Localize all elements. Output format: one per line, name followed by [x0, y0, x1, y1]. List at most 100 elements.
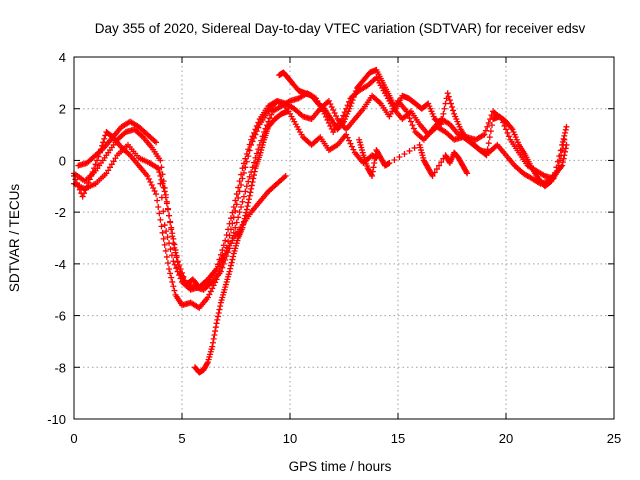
data-point [158, 194, 165, 201]
data-point [327, 122, 334, 129]
data-point [157, 180, 164, 187]
data-point [245, 199, 252, 206]
data-point [220, 242, 227, 249]
data-point [485, 119, 492, 126]
data-point [243, 183, 250, 190]
data-point [100, 139, 107, 146]
data-point [445, 93, 452, 100]
data-point [351, 91, 358, 98]
series-track-5 [191, 108, 291, 376]
data-point [558, 152, 565, 159]
data-point [213, 320, 220, 327]
data-marks [71, 66, 570, 376]
data-point [239, 198, 246, 205]
data-point [344, 134, 351, 141]
series-track-4 [71, 126, 289, 291]
data-point [239, 224, 246, 231]
data-point [371, 160, 378, 167]
data-point [232, 197, 239, 204]
data-point [215, 309, 222, 316]
data-point [150, 185, 157, 192]
data-point [160, 178, 167, 185]
data-point [164, 234, 171, 241]
data-point [162, 247, 169, 254]
data-point [81, 190, 88, 197]
data-point [236, 209, 243, 216]
data-point [481, 131, 488, 138]
data-point [268, 111, 275, 118]
data-point [249, 164, 256, 171]
data-point [157, 216, 164, 223]
data-point [217, 251, 224, 258]
data-point [246, 147, 253, 154]
data-point [391, 156, 398, 163]
data-point [206, 291, 213, 298]
data-point [508, 125, 515, 132]
data-point [242, 164, 249, 171]
data-point [157, 157, 164, 164]
data-point [401, 150, 408, 157]
data-point [325, 97, 332, 104]
data-point [560, 141, 567, 148]
data-point [170, 283, 177, 290]
x-tick-label: 20 [499, 431, 513, 446]
data-point [266, 115, 273, 122]
data-point [350, 94, 357, 101]
data-point [403, 108, 410, 115]
data-point [464, 170, 471, 177]
data-point [411, 144, 418, 151]
y-tick-label: -8 [54, 360, 66, 375]
data-point [210, 335, 217, 342]
data-point [487, 128, 494, 135]
data-point [562, 129, 569, 136]
data-point [232, 224, 239, 231]
data-point [144, 172, 151, 179]
data-point [486, 134, 493, 141]
data-point [439, 116, 446, 123]
data-point [246, 173, 253, 180]
data-point [350, 146, 357, 153]
data-point [370, 164, 377, 171]
data-point [171, 287, 178, 294]
data-point [251, 172, 257, 179]
data-point [240, 160, 247, 167]
data-point [250, 175, 257, 182]
data-point [169, 233, 176, 240]
series-track-7 [356, 136, 471, 179]
data-point [228, 259, 235, 266]
x-axis-label: GPS time / hours [289, 459, 392, 474]
data-point [151, 188, 158, 195]
data-point [438, 121, 445, 128]
data-point [94, 157, 101, 164]
data-point [212, 328, 219, 335]
data-point [488, 122, 495, 129]
data-point [169, 278, 176, 285]
x-tick-label: 0 [70, 431, 77, 446]
data-point [339, 119, 346, 126]
data-point [249, 178, 256, 185]
data-point [229, 256, 236, 263]
data-point [333, 113, 340, 120]
data-point [406, 115, 413, 122]
data-point [282, 172, 289, 179]
data-point [101, 135, 108, 142]
data-point [222, 237, 229, 244]
data-point [441, 105, 448, 112]
y-tick-label: -6 [54, 309, 66, 324]
data-point [227, 215, 234, 222]
data-point [331, 110, 338, 117]
data-point [148, 181, 155, 188]
data-point [437, 120, 444, 127]
data-point [163, 198, 170, 205]
data-point [560, 155, 567, 162]
data-point [207, 288, 214, 295]
series-track-6 [276, 66, 568, 190]
data-point [158, 164, 165, 171]
plot-frame [73, 56, 615, 420]
data-point [209, 343, 216, 350]
x-tick-label: 5 [178, 431, 185, 446]
data-point [235, 184, 242, 191]
data-point [347, 103, 354, 110]
y-tick-label: -4 [54, 257, 66, 272]
data-point [328, 103, 335, 110]
